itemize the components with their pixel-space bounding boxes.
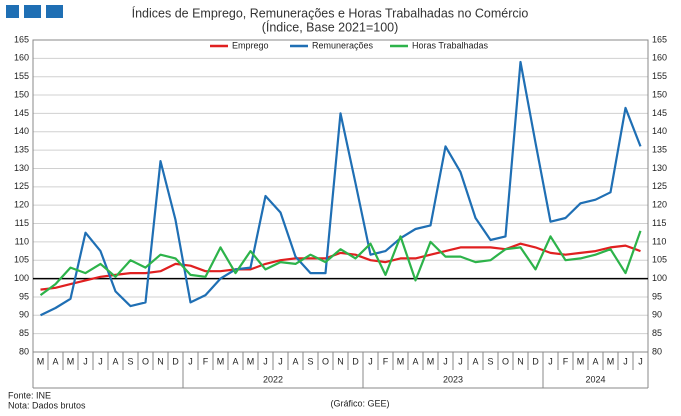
y2-tick-label: 105 bbox=[652, 255, 667, 265]
source: Fonte: INE bbox=[8, 390, 51, 400]
year-label: 2023 bbox=[443, 374, 463, 384]
x-tick-label: J bbox=[278, 356, 283, 366]
x-tick-label: O bbox=[502, 356, 509, 366]
x-tick-label: M bbox=[247, 356, 255, 366]
y-tick-label: 155 bbox=[14, 71, 29, 81]
y-tick-label: 165 bbox=[14, 34, 29, 44]
x-tick-label: O bbox=[142, 356, 149, 366]
x-tick-label: D bbox=[172, 356, 179, 366]
x-tick-label: N bbox=[157, 356, 164, 366]
x-tick-label: J bbox=[368, 356, 373, 366]
series-line bbox=[40, 60, 642, 317]
x-tick-label: D bbox=[352, 356, 359, 366]
logo-block bbox=[46, 5, 63, 18]
y2-tick-label: 90 bbox=[652, 310, 662, 320]
x-tick-label: J bbox=[443, 356, 448, 366]
y-tick-label: 145 bbox=[14, 108, 29, 118]
x-tick-label: J bbox=[458, 356, 463, 366]
x-tick-label: D bbox=[532, 356, 539, 366]
legend-label: Emprego bbox=[232, 40, 269, 50]
x-tick-label: A bbox=[52, 356, 58, 366]
x-tick-label: M bbox=[397, 356, 405, 366]
y2-tick-label: 150 bbox=[652, 89, 667, 99]
legend-label: Horas Trabalhadas bbox=[412, 40, 489, 50]
y-tick-label: 110 bbox=[15, 236, 29, 246]
series-line bbox=[40, 242, 641, 291]
x-tick-label: M bbox=[37, 356, 45, 366]
y-tick-label: 140 bbox=[14, 126, 29, 136]
y2-tick-label: 95 bbox=[652, 291, 662, 301]
chart-title: Índices de Emprego, Remunerações e Horas… bbox=[132, 5, 529, 20]
x-tick-label: J bbox=[548, 356, 553, 366]
y-tick-label: 135 bbox=[14, 144, 29, 154]
plot-frame bbox=[32, 39, 649, 353]
x-tick-label: J bbox=[83, 356, 88, 366]
y-tick-label: 125 bbox=[14, 181, 29, 191]
x-tick-label: A bbox=[472, 356, 478, 366]
x-tick-label: A bbox=[412, 356, 418, 366]
x-tick-label: M bbox=[427, 356, 435, 366]
y2-tick-label: 155 bbox=[652, 71, 667, 81]
x-tick-label: A bbox=[232, 356, 238, 366]
y-tick-label: 95 bbox=[19, 291, 29, 301]
y2-tick-label: 120 bbox=[652, 200, 667, 210]
y-tick-label: 100 bbox=[14, 273, 29, 283]
note: Nota: Dados brutos bbox=[8, 400, 86, 410]
x-tick-label: M bbox=[217, 356, 225, 366]
y2-tick-label: 140 bbox=[652, 126, 667, 136]
y-tick-label: 115 bbox=[15, 218, 29, 228]
x-tick-label: S bbox=[127, 356, 133, 366]
x-tick-label: J bbox=[263, 356, 268, 366]
legend-label: Remunerações bbox=[312, 40, 374, 50]
y-tick-label: 80 bbox=[19, 346, 29, 356]
y2-tick-label: 100 bbox=[652, 273, 667, 283]
credit: (Gráfico: GEE) bbox=[330, 398, 389, 408]
x-tick-label: J bbox=[623, 356, 628, 366]
y2-tick-label: 145 bbox=[652, 108, 667, 118]
series-line bbox=[39, 230, 642, 296]
y2-tick-label: 160 bbox=[652, 53, 667, 63]
x-tick-label: O bbox=[322, 356, 329, 366]
x-tick-label: N bbox=[337, 356, 344, 366]
x-tick-label: A bbox=[292, 356, 298, 366]
y2-tick-label: 135 bbox=[652, 144, 667, 154]
year-label: 2024 bbox=[585, 374, 605, 384]
y2-tick-label: 130 bbox=[652, 163, 667, 173]
x-tick-label: F bbox=[563, 356, 569, 366]
y2-tick-label: 85 bbox=[652, 328, 662, 338]
x-tick-label: F bbox=[203, 356, 209, 366]
y-tick-label: 85 bbox=[19, 328, 29, 338]
y-tick-label: 90 bbox=[19, 310, 29, 320]
y2-tick-label: 80 bbox=[652, 346, 662, 356]
y-tick-label: 105 bbox=[14, 255, 29, 265]
y-tick-label: 160 bbox=[14, 53, 29, 63]
x-tick-label: F bbox=[383, 356, 389, 366]
x-tick-label: M bbox=[67, 356, 75, 366]
logo-block bbox=[6, 5, 19, 18]
x-tick-label: M bbox=[577, 356, 585, 366]
y2-tick-label: 125 bbox=[652, 181, 667, 191]
x-tick-label: M bbox=[607, 356, 615, 366]
x-tick-label: N bbox=[517, 356, 524, 366]
x-tick-label: A bbox=[592, 356, 598, 366]
chart-subtitle: (Índice, Base 2021=100) bbox=[262, 19, 399, 34]
y-tick-label: 130 bbox=[14, 163, 29, 173]
year-label: 2022 bbox=[263, 374, 283, 384]
y2-tick-label: 165 bbox=[652, 34, 667, 44]
y-tick-label: 120 bbox=[14, 200, 29, 210]
x-tick-label: J bbox=[638, 356, 643, 366]
y2-tick-label: 115 bbox=[652, 218, 666, 228]
x-tick-label: A bbox=[112, 356, 118, 366]
x-tick-label: J bbox=[98, 356, 103, 366]
y-tick-label: 150 bbox=[14, 89, 29, 99]
logo-block bbox=[24, 5, 41, 18]
x-tick-label: S bbox=[487, 356, 493, 366]
y2-tick-label: 110 bbox=[652, 236, 666, 246]
x-tick-label: S bbox=[307, 356, 313, 366]
x-tick-label: J bbox=[188, 356, 193, 366]
